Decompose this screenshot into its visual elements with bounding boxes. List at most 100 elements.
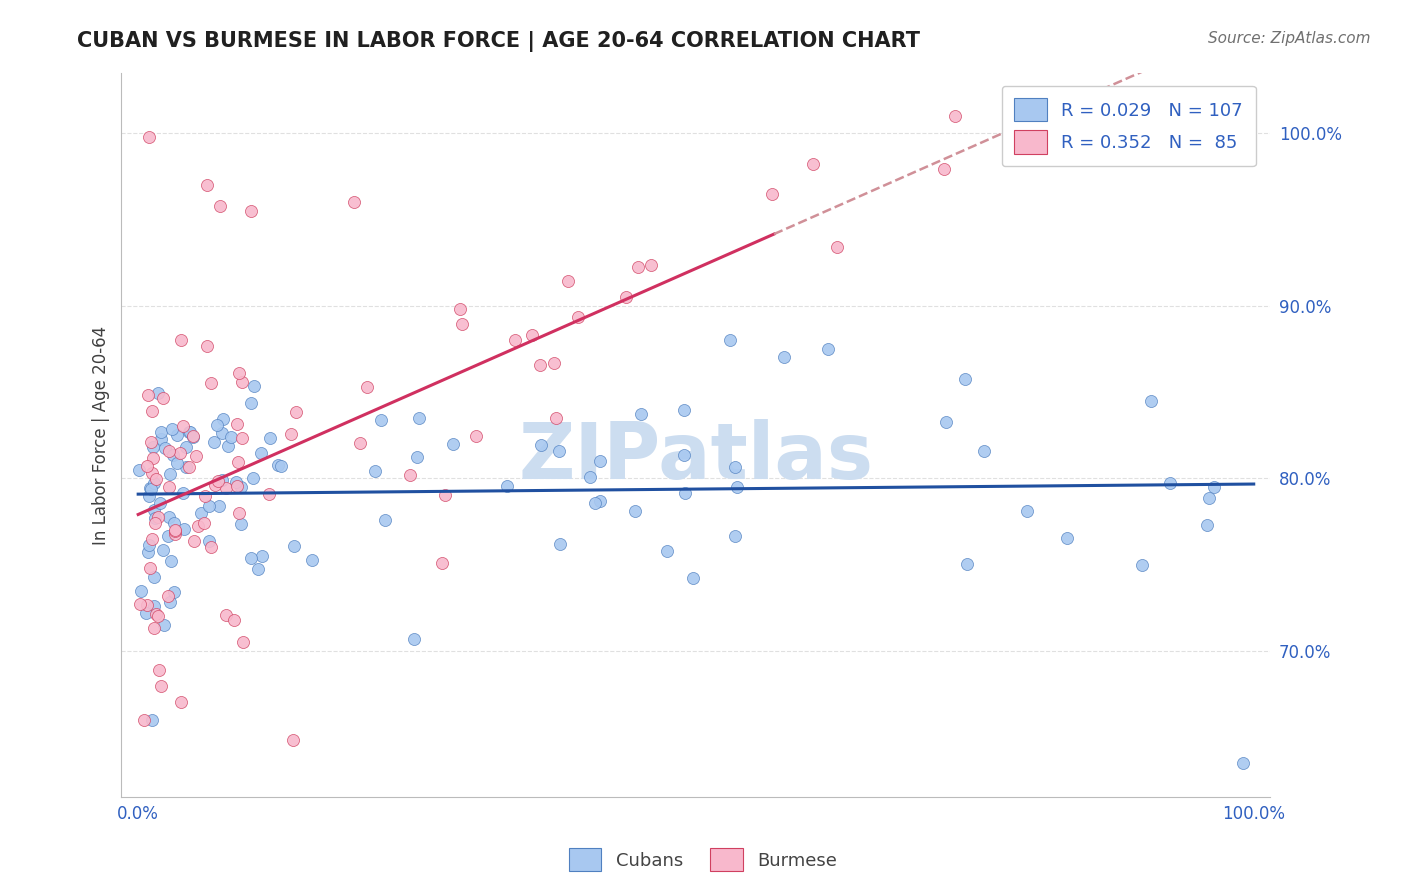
Point (231, 480, 253, 494)
Point (173, 523, 195, 537)
Point (159, 595, 181, 609)
Point (202, 435, 225, 450)
Point (139, 561, 162, 575)
Point (153, 442, 176, 456)
Point (152, 617, 174, 632)
Point (673, 403, 696, 417)
Point (370, 413, 392, 427)
Point (204, 478, 226, 492)
Point (156, 529, 179, 543)
Point (141, 532, 163, 546)
Point (177, 425, 200, 439)
Point (943, 109, 966, 123)
Point (1195, 517, 1218, 532)
Point (169, 446, 191, 460)
Point (198, 500, 221, 514)
Point (226, 455, 249, 469)
Point (430, 556, 453, 570)
Point (160, 422, 183, 436)
Text: CUBAN VS BURMESE IN LABOR FORCE | AGE 20-64 CORRELATION CHART: CUBAN VS BURMESE IN LABOR FORCE | AGE 20… (77, 31, 921, 53)
Point (548, 537, 571, 551)
Point (1056, 531, 1078, 545)
Point (640, 258, 662, 272)
Point (817, 342, 839, 356)
Point (212, 411, 235, 425)
Point (152, 543, 174, 558)
Point (166, 456, 188, 470)
Point (181, 429, 204, 443)
Point (259, 431, 281, 445)
Point (163, 524, 186, 538)
Point (193, 516, 215, 531)
Point (211, 473, 233, 487)
Point (174, 459, 197, 474)
Point (187, 519, 209, 533)
Point (222, 613, 245, 627)
Point (143, 570, 166, 584)
Point (356, 379, 378, 393)
Point (165, 523, 187, 537)
Point (165, 527, 187, 541)
Point (589, 493, 612, 508)
Point (141, 434, 163, 449)
Point (208, 199, 231, 213)
Point (246, 562, 269, 576)
Point (547, 444, 569, 458)
Point (195, 178, 218, 192)
Point (157, 443, 180, 458)
Point (374, 513, 396, 527)
Point (179, 460, 201, 475)
Point (225, 475, 247, 489)
Point (142, 502, 165, 516)
Point (364, 464, 387, 478)
Legend: Cubans, Burmese: Cubans, Burmese (562, 841, 844, 879)
Point (142, 451, 165, 466)
Point (657, 543, 679, 558)
Point (825, 240, 848, 254)
Point (935, 415, 957, 429)
Point (146, 385, 169, 400)
Point (207, 475, 229, 489)
Point (934, 161, 956, 176)
Point (673, 486, 696, 500)
Point (228, 366, 250, 380)
Point (170, 695, 193, 709)
Point (145, 472, 167, 486)
Point (170, 333, 193, 347)
Point (183, 533, 205, 548)
Point (1139, 393, 1161, 408)
Point (281, 733, 304, 747)
Point (129, 597, 152, 611)
Point (226, 479, 249, 493)
Point (267, 458, 290, 472)
Point (134, 713, 156, 727)
Point (174, 440, 197, 454)
Point (231, 431, 253, 445)
Point (725, 480, 748, 494)
Point (208, 499, 231, 513)
Point (166, 427, 188, 442)
Point (231, 517, 253, 532)
Y-axis label: In Labor Force | Age 20-64: In Labor Force | Age 20-64 (93, 326, 110, 545)
Point (143, 516, 166, 531)
Point (1159, 476, 1181, 491)
Point (953, 372, 976, 386)
Point (240, 203, 263, 218)
Point (250, 549, 273, 564)
Point (567, 310, 589, 324)
Point (724, 529, 747, 543)
Point (1232, 756, 1254, 770)
Point (240, 551, 263, 566)
Point (184, 449, 207, 463)
Point (142, 599, 165, 613)
Point (128, 463, 150, 477)
Point (242, 471, 264, 485)
Point (761, 186, 783, 201)
Point (136, 458, 159, 473)
Point (529, 359, 551, 373)
Point (243, 379, 266, 393)
Point (1130, 558, 1153, 572)
Point (250, 446, 273, 460)
Point (718, 333, 741, 347)
Point (219, 430, 242, 444)
